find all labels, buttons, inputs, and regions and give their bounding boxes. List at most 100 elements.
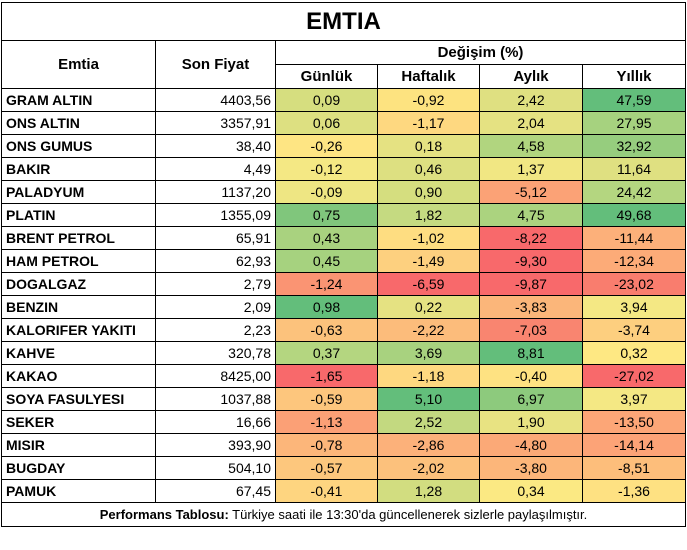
footer-text: Türkiye saati ile 13:30'da güncellenerek…	[228, 507, 588, 522]
yearly-change-cell: 11,64	[581, 157, 687, 181]
table-row: GRAM ALTIN 4403,56 0,09 -0,92 2,42 47,59	[1, 88, 687, 112]
table-row: DOGALGAZ 2,79 -1,24 -6,59 -9,87 -23,02	[1, 272, 687, 296]
weekly-change-cell: -2,02	[377, 456, 480, 480]
monthly-change-cell: 0,34	[479, 479, 583, 503]
header-monthly: Aylık	[479, 64, 583, 89]
weekly-change-cell: 0,22	[377, 295, 480, 319]
commodity-name-cell: BUGDAY	[1, 456, 156, 480]
last-price-cell: 4,49	[155, 157, 276, 181]
weekly-change-cell: 0,46	[377, 157, 480, 181]
weekly-change-cell: 3,69	[377, 341, 480, 365]
yearly-change-cell: -12,34	[581, 249, 687, 273]
monthly-change-cell: 6,97	[479, 387, 583, 411]
header-change-group: Değişim (%)	[274, 40, 687, 65]
daily-change-cell: -1,65	[275, 364, 378, 388]
header-last-price: Son Fiyat	[155, 40, 276, 89]
daily-change-cell: 0,06	[275, 111, 378, 135]
commodity-name-cell: BRENT PETROL	[1, 226, 156, 250]
monthly-change-cell: 2,04	[479, 111, 583, 135]
daily-change-cell: -0,63	[275, 318, 378, 342]
last-price-cell: 1037,88	[155, 387, 276, 411]
yearly-change-cell: -23,02	[581, 272, 687, 296]
yearly-change-cell: -1,36	[581, 479, 687, 503]
last-price-cell: 65,91	[155, 226, 276, 250]
last-price-cell: 16,66	[155, 410, 276, 434]
daily-change-cell: -0,12	[275, 157, 378, 181]
header-weekly: Haftalık	[377, 64, 480, 89]
last-price-cell: 2,79	[155, 272, 276, 296]
last-price-cell: 393,90	[155, 433, 276, 457]
header-yearly: Yıllık	[581, 64, 687, 89]
table-row: PAMUK 67,45 -0,41 1,28 0,34 -1,36	[1, 479, 687, 503]
daily-change-cell: -0,57	[275, 456, 378, 480]
monthly-change-cell: 8,81	[479, 341, 583, 365]
yearly-change-cell: -14,14	[581, 433, 687, 457]
yearly-change-cell: 3,97	[581, 387, 687, 411]
monthly-change-cell: 2,42	[479, 88, 583, 112]
table-row: KAKAO 8425,00 -1,65 -1,18 -0,40 -27,02	[1, 364, 687, 388]
table-row: SEKER 16,66 -1,13 2,52 1,90 -13,50	[1, 410, 687, 434]
header-daily: Günlük	[275, 64, 378, 89]
monthly-change-cell: -4,80	[479, 433, 583, 457]
last-price-cell: 1137,20	[155, 180, 276, 204]
table-row: BRENT PETROL 65,91 0,43 -1,02 -8,22 -11,44	[1, 226, 687, 250]
weekly-change-cell: -1,02	[377, 226, 480, 250]
commodity-name-cell: KALORIFER YAKITI	[1, 318, 156, 342]
last-price-cell: 2,23	[155, 318, 276, 342]
table-row: PLATIN 1355,09 0,75 1,82 4,75 49,68	[1, 203, 687, 227]
yearly-change-cell: -13,50	[581, 410, 687, 434]
daily-change-cell: -0,09	[275, 180, 378, 204]
commodity-name-cell: GRAM ALTIN	[1, 88, 156, 112]
monthly-change-cell: 4,58	[479, 134, 583, 158]
commodity-name-cell: KAKAO	[1, 364, 156, 388]
monthly-change-cell: -3,80	[479, 456, 583, 480]
weekly-change-cell: 1,82	[377, 203, 480, 227]
daily-change-cell: 0,45	[275, 249, 378, 273]
monthly-change-cell: 1,37	[479, 157, 583, 181]
commodity-name-cell: PALADYUM	[1, 180, 156, 204]
daily-change-cell: -0,26	[275, 134, 378, 158]
commodity-name-cell: BENZIN	[1, 295, 156, 319]
yearly-change-cell: -3,74	[581, 318, 687, 342]
weekly-change-cell: 5,10	[377, 387, 480, 411]
yearly-change-cell: -8,51	[581, 456, 687, 480]
commodity-name-cell: KAHVE	[1, 341, 156, 365]
weekly-change-cell: -1,18	[377, 364, 480, 388]
yearly-change-cell: 49,68	[581, 203, 687, 227]
commodity-name-cell: BAKIR	[1, 157, 156, 181]
table-row: ONS ALTIN 3357,91 0,06 -1,17 2,04 27,95	[1, 111, 687, 135]
commodity-performance-table-wrapper: EMTIA Emtia Son Fiyat Değişim (%) Günlük…	[0, 2, 687, 527]
yearly-change-cell: 3,94	[581, 295, 687, 319]
weekly-change-cell: 2,52	[377, 410, 480, 434]
table-row: BAKIR 4,49 -0,12 0,46 1,37 11,64	[1, 157, 687, 181]
weekly-change-cell: 0,18	[377, 134, 480, 158]
yearly-change-cell: 47,59	[581, 88, 687, 112]
daily-change-cell: -0,78	[275, 433, 378, 457]
weekly-change-cell: -1,49	[377, 249, 480, 273]
table-row: MISIR 393,90 -0,78 -2,86 -4,80 -14,14	[1, 433, 687, 457]
table-body: GRAM ALTIN 4403,56 0,09 -0,92 2,42 47,59 ONS A…	[1, 88, 687, 503]
commodity-name-cell: PLATIN	[1, 203, 156, 227]
table-row: SOYA FASULYESI 1037,88 -0,59 5,10 6,97 3,97	[1, 387, 687, 411]
daily-change-cell: -1,13	[275, 410, 378, 434]
last-price-cell: 38,40	[155, 134, 276, 158]
last-price-cell: 62,93	[155, 249, 276, 273]
table-row: PALADYUM 1137,20 -0,09 0,90 -5,12 24,42	[1, 180, 687, 204]
weekly-change-cell: -1,17	[377, 111, 480, 135]
monthly-change-cell: 1,90	[479, 410, 583, 434]
commodity-name-cell: DOGALGAZ	[1, 272, 156, 296]
weekly-change-cell: 1,28	[377, 479, 480, 503]
commodity-name-cell: ONS ALTIN	[1, 111, 156, 135]
monthly-change-cell: -5,12	[479, 180, 583, 204]
commodity-name-cell: SOYA FASULYESI	[1, 387, 156, 411]
weekly-change-cell: -6,59	[377, 272, 480, 296]
monthly-change-cell: -0,40	[479, 364, 583, 388]
last-price-cell: 2,09	[155, 295, 276, 319]
monthly-change-cell: 4,75	[479, 203, 583, 227]
weekly-change-cell: -0,92	[377, 88, 480, 112]
last-price-cell: 8425,00	[155, 364, 276, 388]
commodity-name-cell: SEKER	[1, 410, 156, 434]
monthly-change-cell: -3,83	[479, 295, 583, 319]
daily-change-cell: -0,59	[275, 387, 378, 411]
monthly-change-cell: -7,03	[479, 318, 583, 342]
